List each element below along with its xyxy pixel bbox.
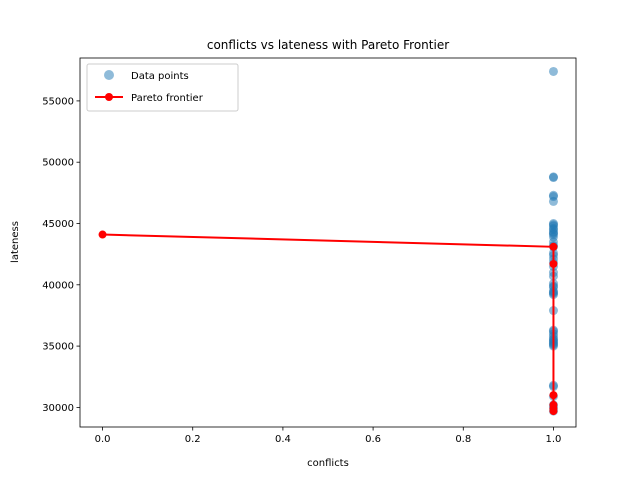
legend-label-data-points: Data points <box>131 71 189 82</box>
chart-title: conflicts vs lateness with Pareto Fronti… <box>207 38 449 52</box>
y-tick-label: 50000 <box>42 158 74 169</box>
x-axis-label: conflicts <box>307 458 349 469</box>
x-tick-label: 0.8 <box>455 434 471 445</box>
x-tick-label: 1.0 <box>546 434 562 445</box>
pareto-point <box>98 230 107 239</box>
x-tick-label: 0.2 <box>185 434 201 445</box>
legend: Data points Pareto frontier <box>86 63 239 112</box>
data-point <box>548 196 558 206</box>
y-tick-label: 55000 <box>42 96 74 107</box>
data-point <box>548 173 558 183</box>
pareto-point <box>549 259 558 268</box>
legend-box <box>86 63 239 112</box>
x-tick-label: 0.0 <box>95 434 111 445</box>
plot-frame <box>79 57 577 428</box>
legend-label-pareto: Pareto frontier <box>131 93 204 104</box>
y-tick-label: 35000 <box>42 342 74 353</box>
plot-area <box>98 66 558 416</box>
legend-marker-pareto <box>105 93 113 101</box>
y-axis-label: lateness <box>10 221 21 263</box>
y-tick-label: 45000 <box>42 219 74 230</box>
y-tick-label: 30000 <box>42 403 74 414</box>
pareto-point <box>549 242 558 251</box>
data-point <box>548 232 558 242</box>
x-axis: 0.0 0.2 0.4 0.6 0.8 1.0 <box>95 427 562 445</box>
data-point <box>548 66 558 76</box>
y-tick-label: 40000 <box>42 280 74 291</box>
pareto-point <box>549 391 558 400</box>
y-axis: 30000 35000 40000 45000 50000 55000 <box>42 96 80 414</box>
legend-marker-data-points <box>104 70 114 80</box>
x-tick-label: 0.6 <box>365 434 381 445</box>
x-tick-label: 0.4 <box>275 434 291 445</box>
pareto-point <box>549 407 558 416</box>
